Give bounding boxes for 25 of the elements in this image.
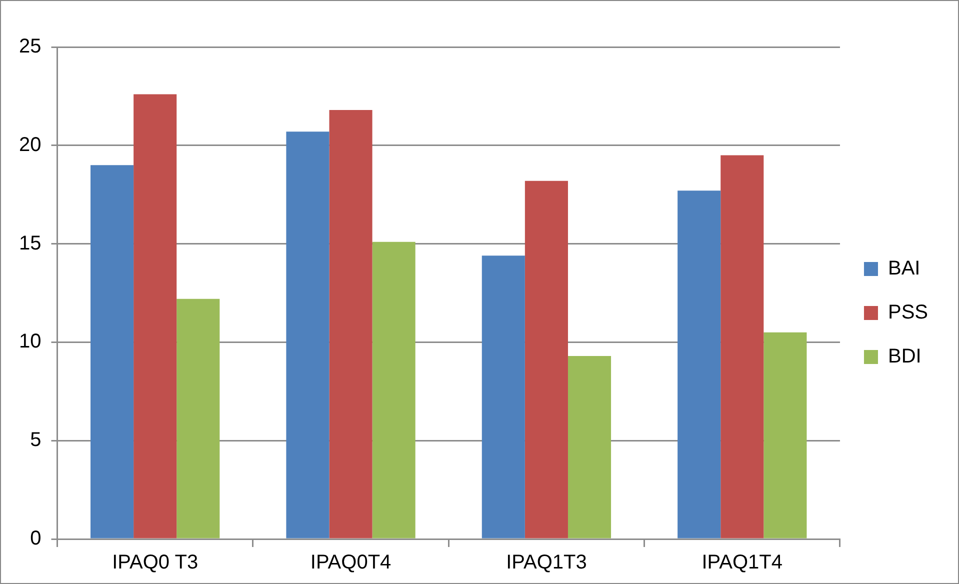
bar (176, 298, 220, 538)
bar (568, 356, 612, 538)
y-tick-label: 20 (18, 134, 42, 156)
x-tick-label: IPAQ0T4 (310, 552, 392, 574)
bar (90, 165, 134, 538)
x-tick-label: IPAQ0 T3 (112, 552, 198, 574)
bar (524, 180, 568, 538)
bar (329, 110, 372, 538)
y-tick-label: 5 (30, 429, 42, 452)
legend-label: PSS (888, 302, 928, 324)
legend-label: BDI (888, 346, 922, 368)
y-tick-label: 10 (18, 330, 42, 353)
y-tick-label: 0 (30, 528, 42, 550)
bar (372, 242, 416, 538)
bar (482, 256, 525, 538)
y-tick-label: 25 (18, 36, 42, 58)
x-tick-label: IPAQ1T3 (506, 552, 587, 574)
bar (678, 190, 721, 538)
legend-label: BAI (888, 258, 920, 280)
bar (286, 132, 330, 538)
y-tick-label: 15 (18, 232, 42, 254)
bar (134, 94, 177, 538)
bar (764, 332, 807, 538)
bar (720, 155, 764, 538)
x-tick-label: IPAQ1T4 (702, 552, 783, 574)
